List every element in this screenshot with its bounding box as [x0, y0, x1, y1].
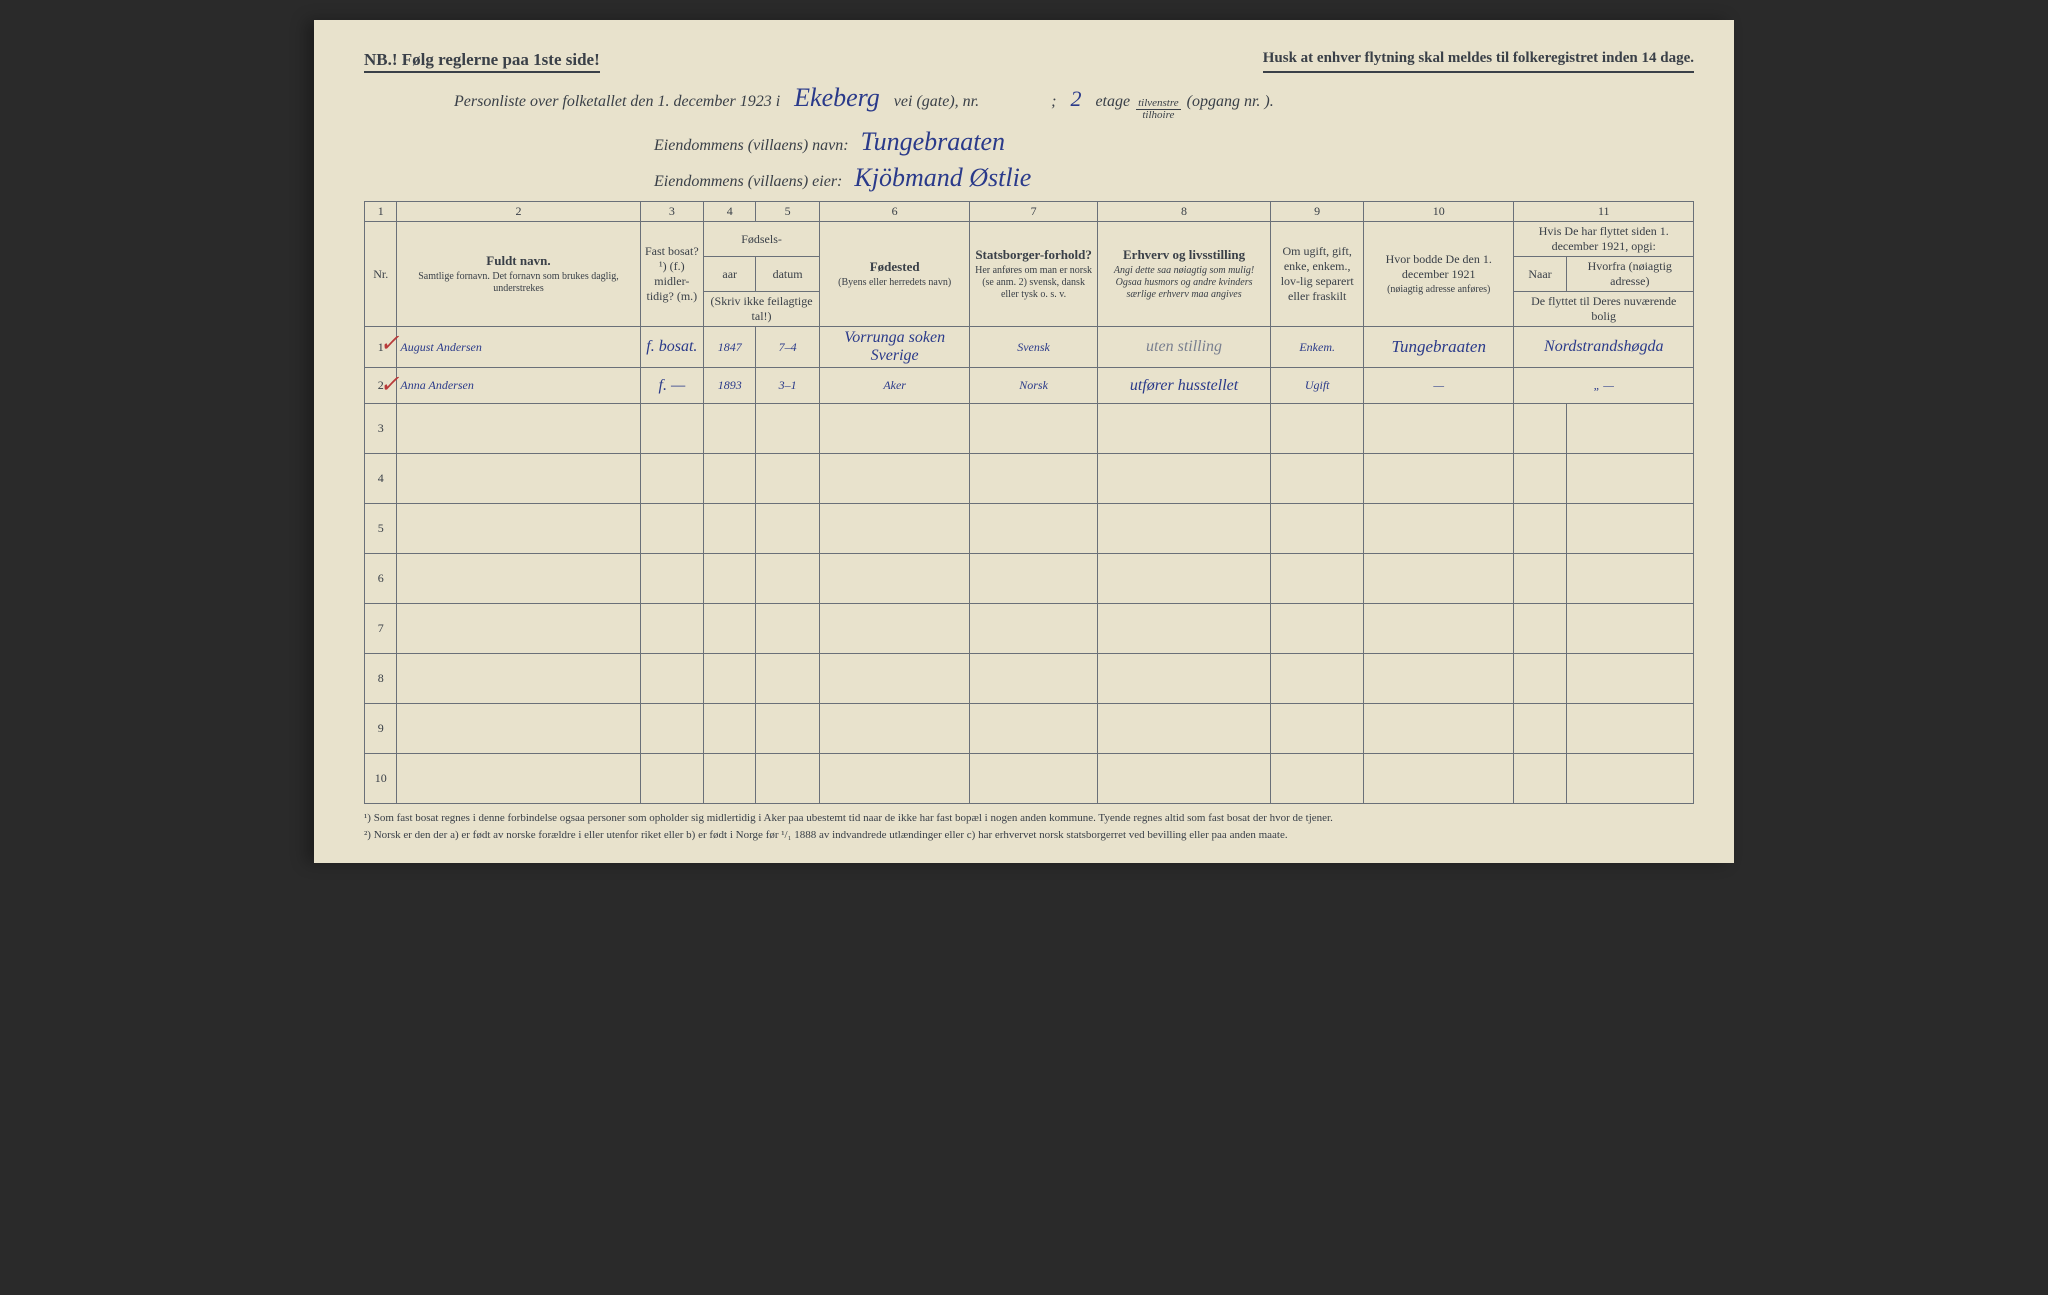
table-row: 7: [365, 604, 1694, 654]
col-nr: Nr.: [365, 222, 397, 327]
census-table: 1 2 3 4 5 6 7 8 9 10 11 Nr. Fuldt navn. …: [364, 201, 1694, 804]
col-navn: Fuldt navn. Samtlige fornavn. Det fornav…: [397, 222, 640, 327]
villa-navn-value: Tungebraaten: [853, 127, 1013, 157]
col-erhverv: Erhverv og livsstilling Angi dette saa n…: [1097, 222, 1271, 327]
personliste-label: Personliste over folketallet den 1. dece…: [454, 93, 780, 111]
header-row-main: Nr. Fuldt navn. Samtlige fornavn. Det fo…: [365, 222, 1694, 257]
cell-navn: ✓ Anna Andersen: [397, 368, 640, 404]
table-row: 9: [365, 704, 1694, 754]
nb-notice: NB.! Følg reglerne paa 1ste side!: [364, 50, 600, 73]
footnotes: ¹) Som fast bosat regnes i denne forbind…: [364, 810, 1694, 843]
table-row: 3: [365, 404, 1694, 454]
col-datum: datum: [756, 257, 820, 292]
col-fodested: Fødested (Byens eller herredets navn): [819, 222, 969, 327]
census-form-page: NB.! Følg reglerne paa 1ste side! Husk a…: [314, 20, 1734, 863]
col-aar: aar: [704, 257, 756, 292]
column-numbers-row: 1 2 3 4 5 6 7 8 9 10 11: [365, 202, 1694, 222]
etage-value: 2: [1062, 86, 1089, 112]
col-hvorfra: Hvorfra (nøiagtig adresse): [1566, 257, 1693, 292]
villa-eier-line: Eiendommens (villaens) eier: Kjöbmand Øs…: [654, 163, 1694, 193]
col-naar: Naar: [1514, 257, 1566, 292]
cell-navn: ✓ August Andersen: [397, 327, 640, 368]
table-row: 10: [365, 754, 1694, 804]
col-statsb: Statsborger-forhold? Her anføres om man …: [970, 222, 1097, 327]
col-bosat: Fast bosat?¹) (f.) midler-tidig? (m.): [640, 222, 704, 327]
etage-label: etage: [1095, 93, 1130, 111]
opgang-label: (opgang nr. ).: [1187, 93, 1274, 111]
col-bodde: Hvor bodde De den 1. december 1921 (nøia…: [1363, 222, 1513, 327]
footnote-2: ²) Norsk er den der a) er født av norske…: [364, 827, 1694, 844]
table-row: 1 ✓ August Andersen f. bosat. 1847 7–4 V…: [365, 327, 1694, 368]
villa-navn-line: Eiendommens (villaens) navn: Tungebraate…: [654, 127, 1694, 157]
side-fraction: tilvenstre tilhoire: [1136, 98, 1181, 121]
street-value: Ekeberg: [786, 83, 888, 113]
col-flyttet: Hvis De har flyttet siden 1. december 19…: [1514, 222, 1694, 257]
vei-label: vei (gate), nr.: [894, 93, 979, 111]
col-fodsel: Fødsels-: [704, 222, 820, 257]
husk-notice: Husk at enhver flytning skal meldes til …: [1263, 50, 1694, 73]
col-ugift: Om ugift, gift, enke, enkem., lov-lig se…: [1271, 222, 1364, 327]
table-row: 2 ✓ Anna Andersen f. — 1893 3–1 Aker Nor…: [365, 368, 1694, 404]
footnote-1: ¹) Som fast bosat regnes i denne forbind…: [364, 810, 1694, 827]
table-row: 5: [365, 504, 1694, 554]
header-line-1: Personliste over folketallet den 1. dece…: [454, 83, 1694, 121]
top-notices: NB.! Følg reglerne paa 1ste side! Husk a…: [364, 50, 1694, 73]
table-row: 4: [365, 454, 1694, 504]
table-row: 6: [365, 554, 1694, 604]
villa-eier-value: Kjöbmand Østlie: [846, 163, 1039, 193]
table-row: 8: [365, 654, 1694, 704]
